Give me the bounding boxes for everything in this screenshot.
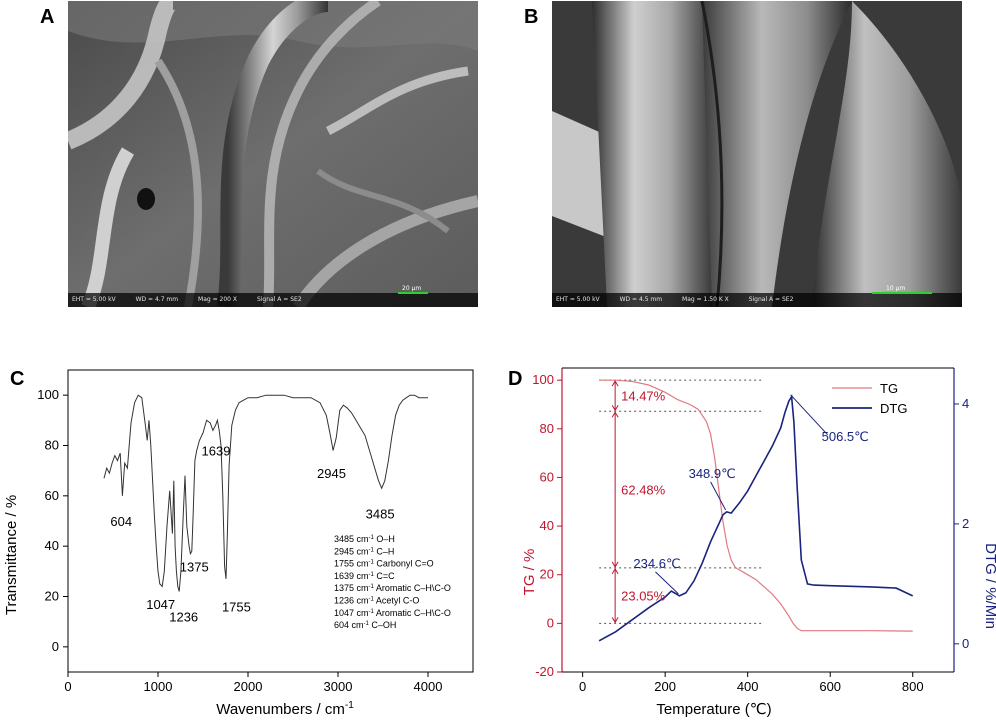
sem-fibers-a bbox=[68, 1, 478, 307]
dtg-peak-pointer bbox=[790, 394, 828, 436]
tg-y-tick-label: -20 bbox=[535, 664, 554, 679]
ftir-y-tick-label: 0 bbox=[52, 639, 59, 654]
tg-dtg-x-tick-label: 200 bbox=[654, 679, 676, 694]
tg-dtg-legend: TG DTG bbox=[832, 381, 907, 416]
tg-y-tick-label: 60 bbox=[540, 469, 554, 484]
dtg-peak-label: 234.6℃ bbox=[633, 556, 680, 571]
mass-loss-arrowhead bbox=[611, 617, 619, 624]
ftir-y-axis-label: Transmittance / % bbox=[3, 495, 20, 615]
ftir-peak-label: 1755 bbox=[222, 600, 251, 615]
tg-y-tick-label: 80 bbox=[540, 421, 554, 436]
tg-dtg-chart: 0 200 400 600 800 -20 0 20 40 60 80 100 0 2 4 14.47% 62… bbox=[521, 367, 996, 718]
panel-label-a: A bbox=[40, 6, 55, 28]
tg-dtg-x-tick-label: 800 bbox=[902, 679, 924, 694]
ftir-assignment-row: 1236 cm-1 Acetyl C-O bbox=[334, 596, 419, 606]
sem-scale-label-b: 10 µm bbox=[886, 285, 906, 292]
legend-label: DTG bbox=[880, 401, 907, 416]
tg-y-tick-label: 100 bbox=[532, 372, 554, 387]
mass-loss-arrowhead bbox=[611, 567, 619, 575]
ftir-peak-label: 3485 bbox=[366, 506, 395, 521]
tg-y-tick-label: 0 bbox=[547, 615, 554, 630]
tg-dtg-x-axis-label: Temperature (℃) bbox=[656, 701, 771, 718]
mass-loss-label: 62.48% bbox=[621, 483, 666, 498]
sem-wd: WD = 4.7 mm bbox=[135, 296, 179, 303]
mass-loss-arrowhead bbox=[611, 411, 619, 418]
ftir-x-tick-label: 1000 bbox=[144, 679, 173, 694]
tg-y-tick-label: 40 bbox=[540, 518, 554, 533]
ftir-x-tick-label: 3000 bbox=[324, 679, 353, 694]
dtg-y-tick-label: 4 bbox=[962, 396, 969, 411]
sem-info-bar-b: EHT = 5.00 kV WD = 4.5 mm Mag = 1.50 K X… bbox=[552, 293, 962, 307]
ftir-y-tick-label: 80 bbox=[45, 438, 59, 453]
sem-mag: Mag = 200 X bbox=[198, 296, 238, 303]
ftir-plot-frame bbox=[67, 369, 474, 673]
mass-loss-annotations: 14.47% 62.48% 23.05% bbox=[611, 380, 666, 624]
sem-wd: WD = 4.5 mm bbox=[619, 296, 663, 303]
ftir-x-tick-label: 2000 bbox=[234, 679, 263, 694]
ftir-peak-label: 2945 bbox=[317, 466, 346, 481]
ftir-peak-label: 1375 bbox=[180, 559, 209, 574]
dtg-y-tick-label: 2 bbox=[962, 516, 969, 531]
ftir-assignment-row: 1755 cm-1 Carbonyl C=O bbox=[334, 559, 434, 569]
mass-loss-label: 23.05% bbox=[621, 589, 666, 604]
ftir-assignment-row: 3485 cm-1 O–H bbox=[334, 534, 395, 544]
ftir-axes: 0 1000 2000 3000 4000 0 20 40 60 80 100 bbox=[37, 369, 474, 694]
sem-eht: EHT = 5.00 kV bbox=[556, 296, 600, 303]
ftir-assignment-row: 1047 cm-1 Aromatic C–H\C-O bbox=[334, 608, 451, 618]
legend-label: TG bbox=[880, 381, 898, 396]
ftir-spectrum-line bbox=[103, 394, 428, 592]
ftir-assignment-row: 2945 cm-1 C–H bbox=[334, 546, 394, 556]
tg-dtg-axes: 0 200 400 600 800 -20 0 20 40 60 80 100 0 2 4 bbox=[532, 367, 969, 694]
panel-label-d: D bbox=[508, 368, 523, 390]
dtg-peak-pointer bbox=[655, 571, 679, 595]
ftir-y-tick-label: 60 bbox=[45, 488, 59, 503]
mass-loss-arrowhead bbox=[611, 380, 619, 387]
tg-dtg-x-tick-label: 0 bbox=[579, 679, 586, 694]
ftir-assignment-table: 3485 cm-1 O–H 2945 cm-1 C–H 1755 cm-1 Carb… bbox=[334, 534, 451, 630]
tg-curve bbox=[599, 379, 913, 632]
sem-scale-bar-b bbox=[872, 292, 932, 294]
ftir-assignment-row: 1639 cm-1 C=C bbox=[334, 571, 395, 581]
sem-scale-label-a: 20 µm bbox=[402, 285, 422, 292]
mass-loss-arrowhead bbox=[611, 405, 619, 412]
mass-loss-arrowhead bbox=[611, 561, 619, 568]
ftir-y-tick-label: 40 bbox=[45, 538, 59, 553]
panel-label-c: C bbox=[10, 368, 25, 390]
dtg-peak-pointer bbox=[710, 481, 727, 511]
dtg-curve bbox=[598, 394, 914, 642]
ftir-x-tick-label: 4000 bbox=[414, 679, 443, 694]
tg-left-y-axis-label: TG / % bbox=[521, 549, 538, 596]
ftir-y-tick-label: 20 bbox=[45, 589, 59, 604]
sem-mag: Mag = 1.50 K X bbox=[682, 296, 729, 303]
dtg-y-tick-label: 0 bbox=[962, 636, 969, 651]
dtg-peak-label: 506.5℃ bbox=[822, 429, 869, 444]
ftir-x-tick-label: 0 bbox=[64, 679, 71, 694]
tg-dtg-x-tick-label: 600 bbox=[819, 679, 841, 694]
sem-scale-bar-a bbox=[398, 292, 428, 294]
dtg-peak-label: 348.9℃ bbox=[689, 466, 736, 481]
sem-info-bar-a: EHT = 5.00 kV WD = 4.7 mm Mag = 200 X Si… bbox=[68, 293, 478, 307]
ftir-y-tick-label: 100 bbox=[37, 387, 59, 402]
sem-eht: EHT = 5.00 kV bbox=[72, 296, 116, 303]
mass-loss-label: 14.47% bbox=[621, 389, 666, 404]
ftir-peak-label: 1236 bbox=[169, 610, 198, 625]
dtg-peak-annotations: 234.6℃ 348.9℃ 506.5℃ bbox=[633, 394, 869, 595]
sem-fibers-b bbox=[552, 1, 962, 307]
ftir-peak-label: 1639 bbox=[202, 444, 231, 459]
ftir-assignment-row: 604 cm-1 C–OH bbox=[334, 620, 396, 630]
ftir-assignment-row: 1375 cm-1 Aromatic C–H\C-O bbox=[334, 583, 451, 593]
tg-dtg-x-tick-label: 400 bbox=[737, 679, 759, 694]
tg-y-tick-label: 20 bbox=[540, 567, 554, 582]
ftir-peak-label: 604 bbox=[110, 514, 132, 529]
ftir-peak-label: 1047 bbox=[146, 597, 175, 612]
sem-signal: Signal A = SE2 bbox=[256, 296, 302, 303]
ftir-x-axis-label: Wavenumbers / cm-1 bbox=[216, 700, 354, 718]
dtg-right-y-axis-label: DTG / %/Min bbox=[982, 543, 996, 629]
sem-image-a: EHT = 5.00 kV WD = 4.7 mm Mag = 200 X Si… bbox=[68, 1, 478, 307]
panel-label-b: B bbox=[524, 6, 539, 28]
sem-signal: Signal A = SE2 bbox=[748, 296, 794, 303]
sem-image-b: EHT = 5.00 kV WD = 4.5 mm Mag = 1.50 K X… bbox=[552, 1, 962, 307]
